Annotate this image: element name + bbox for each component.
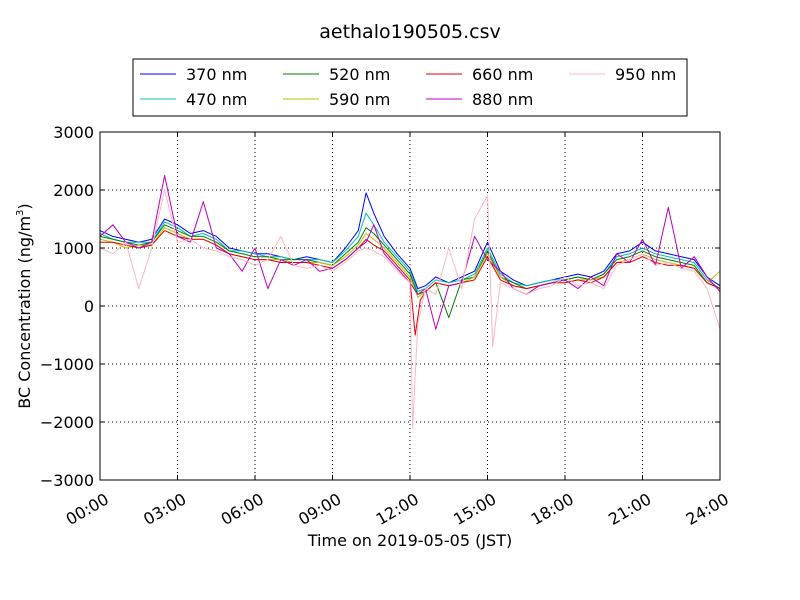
series-line-370-nm [99,192,721,290]
legend: 370 nm 470 nm 520 nm 590 nm 660 nm 880 nm 950 … [132,58,688,117]
legend-label-370-nm: 370 nm [186,65,247,84]
legend-label-660-nm: 660 nm [472,65,533,84]
y-tick-label: −1000 [40,355,94,374]
legend-label-950-nm: 950 nm [615,65,676,84]
series-line-470-nm [99,212,721,292]
legend-label-520-nm: 520 nm [329,65,390,84]
legend-label-470-nm: 470 nm [186,90,247,109]
y-tick-label: 0 [84,297,94,316]
y-axis-label-end: ) [15,203,34,209]
y-tick-label: −3000 [40,471,94,490]
grid [100,132,720,480]
series-group [99,175,721,429]
legend-label-590-nm: 590 nm [329,90,390,109]
ticks [99,131,721,481]
y-axis-label-main: BC Concentration (ng/m [15,216,34,409]
chart-title: aethalo190505.csv [319,21,501,43]
y-axis-label-superscript: 3 [15,210,26,216]
y-tick-label: 1000 [53,239,94,258]
y-tick-label: 3000 [53,123,94,142]
y-tick-labels: −3000 −2000 −1000 0 1000 2000 3000 [40,123,94,490]
legend-label-880-nm: 880 nm [472,90,533,109]
x-axis-label: Time on 2019-05-05 (JST) [307,531,512,550]
y-tick-label: −2000 [40,413,94,432]
series-line-950-nm [99,189,721,429]
y-axis-label: BC Concentration (ng/m3) [15,203,34,408]
legend-box [132,58,688,117]
y-tick-label: 2000 [53,181,94,200]
